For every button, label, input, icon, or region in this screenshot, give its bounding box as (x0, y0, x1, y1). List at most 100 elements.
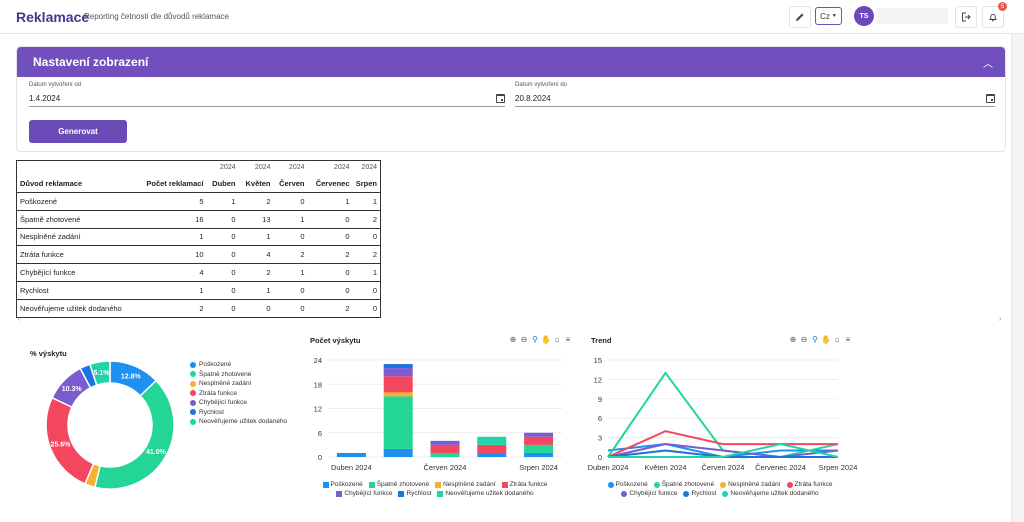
chevron-up-icon[interactable]: ︿ (983, 59, 993, 70)
x-tick-label: Červen 2024 (424, 463, 467, 472)
legend-item[interactable]: Neověřujeme užitek dodaného (722, 490, 819, 497)
magnifier-icon[interactable]: ⚲ (812, 334, 818, 344)
calendar-icon[interactable] (986, 94, 995, 103)
count-cell: 0 (273, 299, 308, 318)
settings-panel-header[interactable]: Nastavení zobrazení ︿ (17, 47, 1005, 77)
series-line[interactable] (608, 443, 839, 458)
bar-segment[interactable] (524, 436, 554, 445)
legend-item[interactable]: Ztráta funkce (786, 481, 833, 488)
column-header[interactable]: Duben (206, 174, 239, 193)
table-year-row: 2024 2024 2024 2024 2024 (17, 161, 381, 175)
bar-segment[interactable] (336, 452, 366, 457)
bar-segment[interactable] (524, 452, 554, 457)
count-cell: 0 (206, 228, 239, 247)
calendar-icon[interactable] (496, 94, 505, 103)
zoom-out-icon[interactable]: ⊖ (520, 334, 528, 344)
column-header[interactable]: Srpen (352, 174, 381, 193)
pie-slice[interactable] (93, 379, 175, 490)
bar-segment[interactable] (383, 448, 413, 457)
line-chart-toolbar: ⊕ ⊖ ⚲ ✋ ⌂ ≡ (789, 334, 852, 344)
language-select[interactable]: Cz ▼ (815, 7, 842, 25)
logout-button[interactable] (955, 6, 977, 28)
page-scrollbar[interactable] (1011, 34, 1024, 522)
legend-item[interactable]: Špatně zhotovené (653, 481, 714, 488)
year-label: 2024 (288, 164, 305, 172)
legend-item[interactable]: Poškozené (322, 481, 363, 488)
legend-item[interactable]: Poškozené (190, 360, 287, 370)
x-tick-label: Srpen 2024 (519, 463, 558, 472)
bar-segment[interactable] (383, 376, 413, 393)
column-header[interactable]: Květen (238, 174, 274, 193)
home-icon[interactable]: ⌂ (834, 334, 840, 344)
x-tick-label: Červenec 2024 (755, 463, 806, 472)
count-cell: 0 (206, 299, 239, 318)
legend-item[interactable]: Neověřujeme užitek dodaného (190, 417, 287, 427)
legend-label: Nesplněné zadání (443, 481, 496, 488)
edit-button[interactable] (789, 6, 811, 28)
legend-label: Ztráta funkce (794, 481, 833, 488)
generate-button[interactable]: Generovat (29, 120, 127, 143)
pan-hand-icon[interactable]: ✋ (821, 334, 831, 344)
legend-item[interactable]: Poškozené (607, 481, 648, 488)
count-cell: 0 (273, 192, 308, 211)
column-header[interactable]: Počet reklamací (128, 174, 207, 193)
bar-segment[interactable] (477, 436, 507, 445)
legend-item[interactable]: Nesplněné zadání (720, 481, 781, 488)
bar-segment[interactable] (477, 452, 507, 457)
legend-item[interactable]: Chybějící funkce (621, 490, 677, 497)
legend-item[interactable]: Ztráta funkce (190, 389, 287, 399)
pan-hand-icon[interactable]: ✋ (541, 334, 551, 344)
legend-label: Poškozené (615, 481, 648, 488)
legend-item[interactable]: Chybějící funkce (336, 490, 392, 497)
legend-label: Poškozené (330, 481, 363, 488)
legend-item[interactable]: Špatně zhotovené (190, 370, 287, 380)
series-line[interactable] (607, 443, 839, 459)
bar-segment[interactable] (430, 452, 460, 457)
bar-segment[interactable] (430, 440, 460, 445)
year-label: 2024 (361, 164, 377, 172)
home-icon[interactable]: ⌂ (554, 334, 560, 344)
legend-item[interactable]: Chybějící funkce (190, 398, 287, 408)
series-line[interactable] (607, 430, 838, 458)
legend-marker (683, 490, 690, 497)
bar-segment[interactable] (430, 444, 460, 453)
legend-item[interactable]: Nesplněné zadání (435, 481, 496, 488)
reason-cell: Chybějící funkce (16, 263, 129, 282)
legend-item[interactable]: Ztráta funkce (501, 481, 547, 488)
magnifier-icon[interactable]: ⚲ (532, 334, 538, 344)
legend-item[interactable]: Rychlost (683, 490, 716, 497)
bar-segment[interactable] (477, 444, 507, 453)
bar-segment[interactable] (524, 444, 554, 453)
x-tick-label: Duben 2024 (588, 463, 629, 472)
legend-item[interactable]: Neověřujeme užitek dodaného (437, 490, 534, 497)
legend-item[interactable]: Nesplněné zadání (190, 379, 287, 389)
menu-icon[interactable]: ≡ (845, 334, 851, 344)
pie-slice[interactable] (88, 360, 111, 387)
bar-segment[interactable] (524, 432, 554, 437)
pie-chart-legend: Poškozené Špatně zhotovené Nesplněné zadán… (190, 360, 287, 427)
date-from-field[interactable]: 1.4.2024 (29, 93, 505, 107)
notifications-button[interactable] (982, 6, 1004, 28)
legend-item[interactable]: Špatně zhotovené (368, 481, 429, 488)
zoom-in-icon[interactable]: ⊕ (789, 334, 797, 344)
legend-marker (190, 409, 196, 416)
column-header[interactable]: Červen (273, 174, 308, 193)
bar-segment[interactable] (383, 392, 413, 397)
table-scroll-right-icon[interactable]: › (999, 316, 1002, 323)
legend-marker (190, 371, 196, 378)
zoom-in-icon[interactable]: ⊕ (509, 334, 517, 344)
column-header[interactable]: Červenec (307, 174, 353, 193)
column-header[interactable]: Důvod reklamace (16, 174, 129, 193)
table-scroll-left-icon[interactable]: ‹ (18, 316, 21, 323)
user-avatar[interactable]: TS (854, 6, 874, 26)
legend-item[interactable]: Rychlost (398, 490, 431, 497)
pie-chart-title: % výskytu (30, 349, 67, 358)
legend-item[interactable]: Rychlost (190, 408, 287, 418)
bar-segment[interactable] (383, 364, 413, 369)
zoom-out-icon[interactable]: ⊖ (800, 334, 808, 344)
date-to-field[interactable]: 20.8.2024 (515, 93, 995, 107)
bar-segment[interactable] (383, 368, 413, 377)
menu-icon[interactable]: ≡ (565, 334, 571, 344)
legend-marker (607, 481, 614, 488)
bar-segment[interactable] (383, 396, 413, 449)
